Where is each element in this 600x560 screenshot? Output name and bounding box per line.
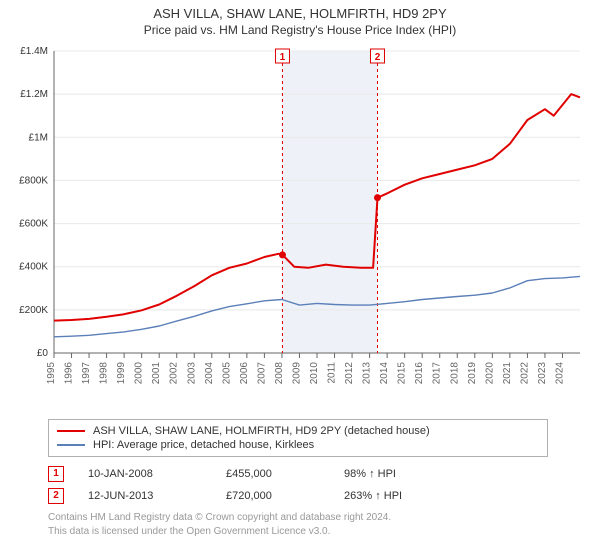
- svg-text:2009: 2009: [291, 362, 302, 385]
- svg-text:2023: 2023: [537, 362, 548, 385]
- svg-text:£200K: £200K: [19, 305, 48, 316]
- svg-text:£800K: £800K: [19, 175, 48, 186]
- svg-text:2: 2: [375, 52, 381, 63]
- svg-text:2024: 2024: [554, 362, 565, 385]
- svg-text:1: 1: [280, 52, 286, 63]
- license-line-1: Contains HM Land Registry data © Crown c…: [48, 511, 590, 525]
- chart-subtitle: Price paid vs. HM Land Registry's House …: [10, 23, 590, 37]
- svg-text:2010: 2010: [309, 362, 320, 385]
- svg-text:2020: 2020: [484, 362, 495, 385]
- svg-text:£0: £0: [37, 348, 49, 359]
- transaction-date: 10-JAN-2008: [88, 468, 208, 480]
- svg-text:1996: 1996: [64, 362, 75, 385]
- svg-text:£1.2M: £1.2M: [20, 89, 48, 100]
- legend-label: ASH VILLA, SHAW LANE, HOLMFIRTH, HD9 2PY…: [93, 425, 430, 437]
- transaction-hpi-delta: 263% ↑ HPI: [344, 490, 464, 502]
- svg-text:£1.4M: £1.4M: [20, 46, 48, 57]
- legend-swatch: [57, 444, 85, 446]
- svg-text:2017: 2017: [432, 362, 443, 385]
- svg-text:£400K: £400K: [19, 262, 48, 273]
- svg-text:2001: 2001: [151, 362, 162, 385]
- chart-area: £0 £200K £400K £600K £800K £1M £1.2M £1.4M 1995 1…: [10, 43, 590, 413]
- license-text: Contains HM Land Registry data © Crown c…: [48, 511, 590, 538]
- transaction-price: £455,000: [226, 468, 326, 480]
- license-line-2: This data is licensed under the Open Gov…: [48, 525, 590, 539]
- svg-text:1997: 1997: [81, 362, 92, 385]
- svg-text:2000: 2000: [134, 362, 145, 385]
- transaction-hpi-delta: 98% ↑ HPI: [344, 468, 464, 480]
- svg-text:2008: 2008: [274, 362, 285, 385]
- transaction-row: 1 10-JAN-2008 £455,000 98% ↑ HPI: [48, 463, 590, 485]
- svg-text:2021: 2021: [502, 362, 513, 385]
- svg-text:2016: 2016: [414, 362, 425, 385]
- chart-title: ASH VILLA, SHAW LANE, HOLMFIRTH, HD9 2PY: [10, 6, 590, 21]
- svg-text:£600K: £600K: [19, 219, 48, 230]
- svg-text:£1M: £1M: [29, 132, 48, 143]
- svg-text:2015: 2015: [397, 362, 408, 385]
- svg-text:2002: 2002: [169, 362, 180, 385]
- transaction-marker: 1: [48, 466, 64, 482]
- svg-text:2022: 2022: [519, 362, 530, 385]
- svg-text:2014: 2014: [379, 362, 390, 385]
- legend: ASH VILLA, SHAW LANE, HOLMFIRTH, HD9 2PY…: [48, 419, 548, 457]
- legend-label: HPI: Average price, detached house, Kirk…: [93, 439, 314, 451]
- svg-text:1999: 1999: [116, 362, 127, 385]
- svg-text:2003: 2003: [186, 362, 197, 385]
- svg-text:1995: 1995: [46, 362, 57, 385]
- svg-text:2004: 2004: [204, 362, 215, 385]
- legend-item: ASH VILLA, SHAW LANE, HOLMFIRTH, HD9 2PY…: [57, 424, 539, 438]
- svg-text:2007: 2007: [256, 362, 267, 385]
- legend-swatch: [57, 430, 85, 432]
- svg-text:2005: 2005: [221, 362, 232, 385]
- transaction-price: £720,000: [226, 490, 326, 502]
- svg-text:2006: 2006: [239, 362, 250, 385]
- svg-text:2011: 2011: [327, 362, 338, 384]
- svg-text:2012: 2012: [344, 362, 355, 385]
- transaction-row: 2 12-JUN-2013 £720,000 263% ↑ HPI: [48, 485, 590, 507]
- svg-text:1998: 1998: [99, 362, 110, 385]
- svg-text:2013: 2013: [362, 362, 373, 385]
- transaction-marker: 2: [48, 488, 64, 504]
- svg-text:2019: 2019: [467, 362, 478, 385]
- legend-item: HPI: Average price, detached house, Kirk…: [57, 438, 539, 452]
- transaction-date: 12-JUN-2013: [88, 490, 208, 502]
- svg-text:2018: 2018: [449, 362, 460, 385]
- chart-svg: £0 £200K £400K £600K £800K £1M £1.2M £1.4M 1995 1…: [10, 43, 590, 413]
- transactions-table: 1 10-JAN-2008 £455,000 98% ↑ HPI 2 12-JUN-201…: [48, 463, 590, 507]
